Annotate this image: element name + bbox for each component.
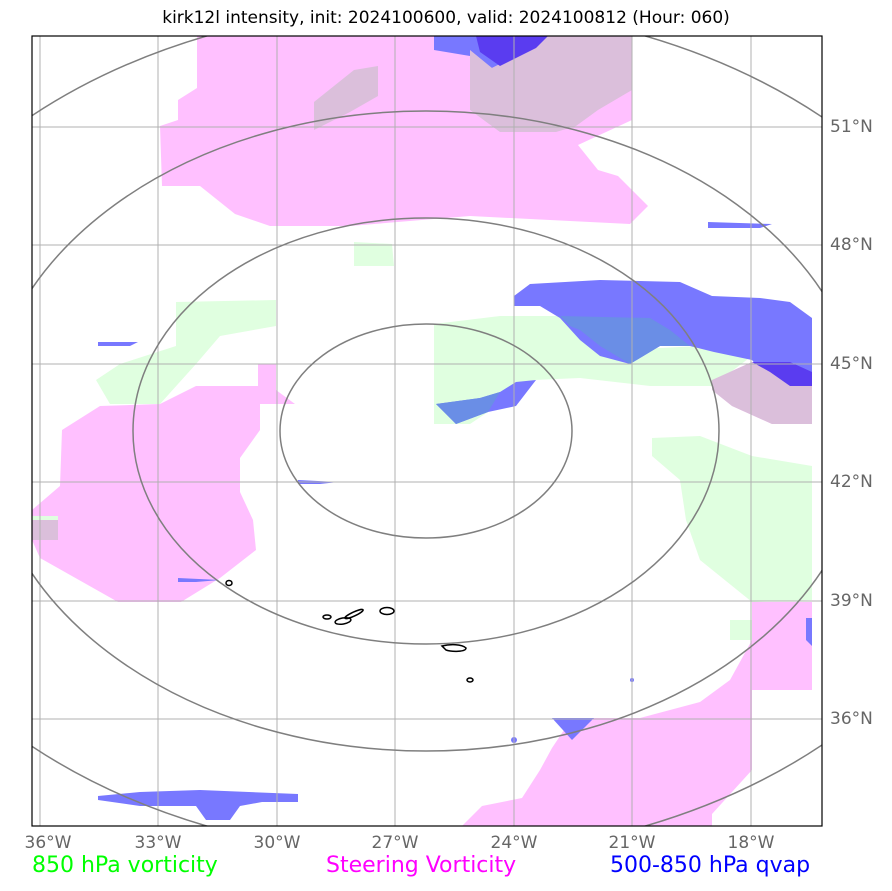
lat-label: 51°N [830, 117, 873, 137]
island-outline [379, 606, 395, 616]
coastlines [225, 579, 474, 683]
island-outline [334, 616, 352, 626]
island-outline [322, 614, 332, 620]
lat-label: 39°N [830, 591, 873, 611]
island-outline [344, 608, 364, 620]
fields-layer [32, 36, 822, 826]
lon-label: 30°W [253, 833, 301, 853]
island-outline [440, 643, 467, 653]
lon-label: 24°W [490, 833, 538, 853]
range-ring-middle [132, 217, 720, 645]
lon-label: 27°W [371, 833, 419, 853]
island-outline [466, 677, 474, 683]
range-rings [32, 36, 822, 826]
lat-label: 45°N [830, 354, 873, 374]
qvap-strong [476, 36, 812, 386]
lon-label: 21°W [608, 833, 656, 853]
map-title: kirk12l intensity, init: 2024100600, val… [162, 8, 730, 28]
legend-850-vorticity: 850 hPa vorticity [32, 853, 218, 878]
lon-label: 18°W [727, 833, 775, 853]
range-ring-inner [279, 323, 573, 539]
green-blue-overlap [436, 316, 690, 424]
lat-label: 42°N [830, 472, 873, 492]
gridlines [32, 36, 822, 826]
legend-steering-vorticity: Steering Vorticity [326, 853, 517, 878]
range-ring-outer [32, 110, 822, 752]
map-frame [31, 35, 823, 827]
lon-label: 33°W [134, 833, 182, 853]
legend-qvap: 500-850 hPa qvap [610, 853, 811, 878]
lon-label: 36°W [24, 833, 72, 853]
island-outline [225, 579, 233, 587]
lat-label: 36°N [830, 709, 873, 729]
lat-label: 48°N [830, 235, 873, 255]
